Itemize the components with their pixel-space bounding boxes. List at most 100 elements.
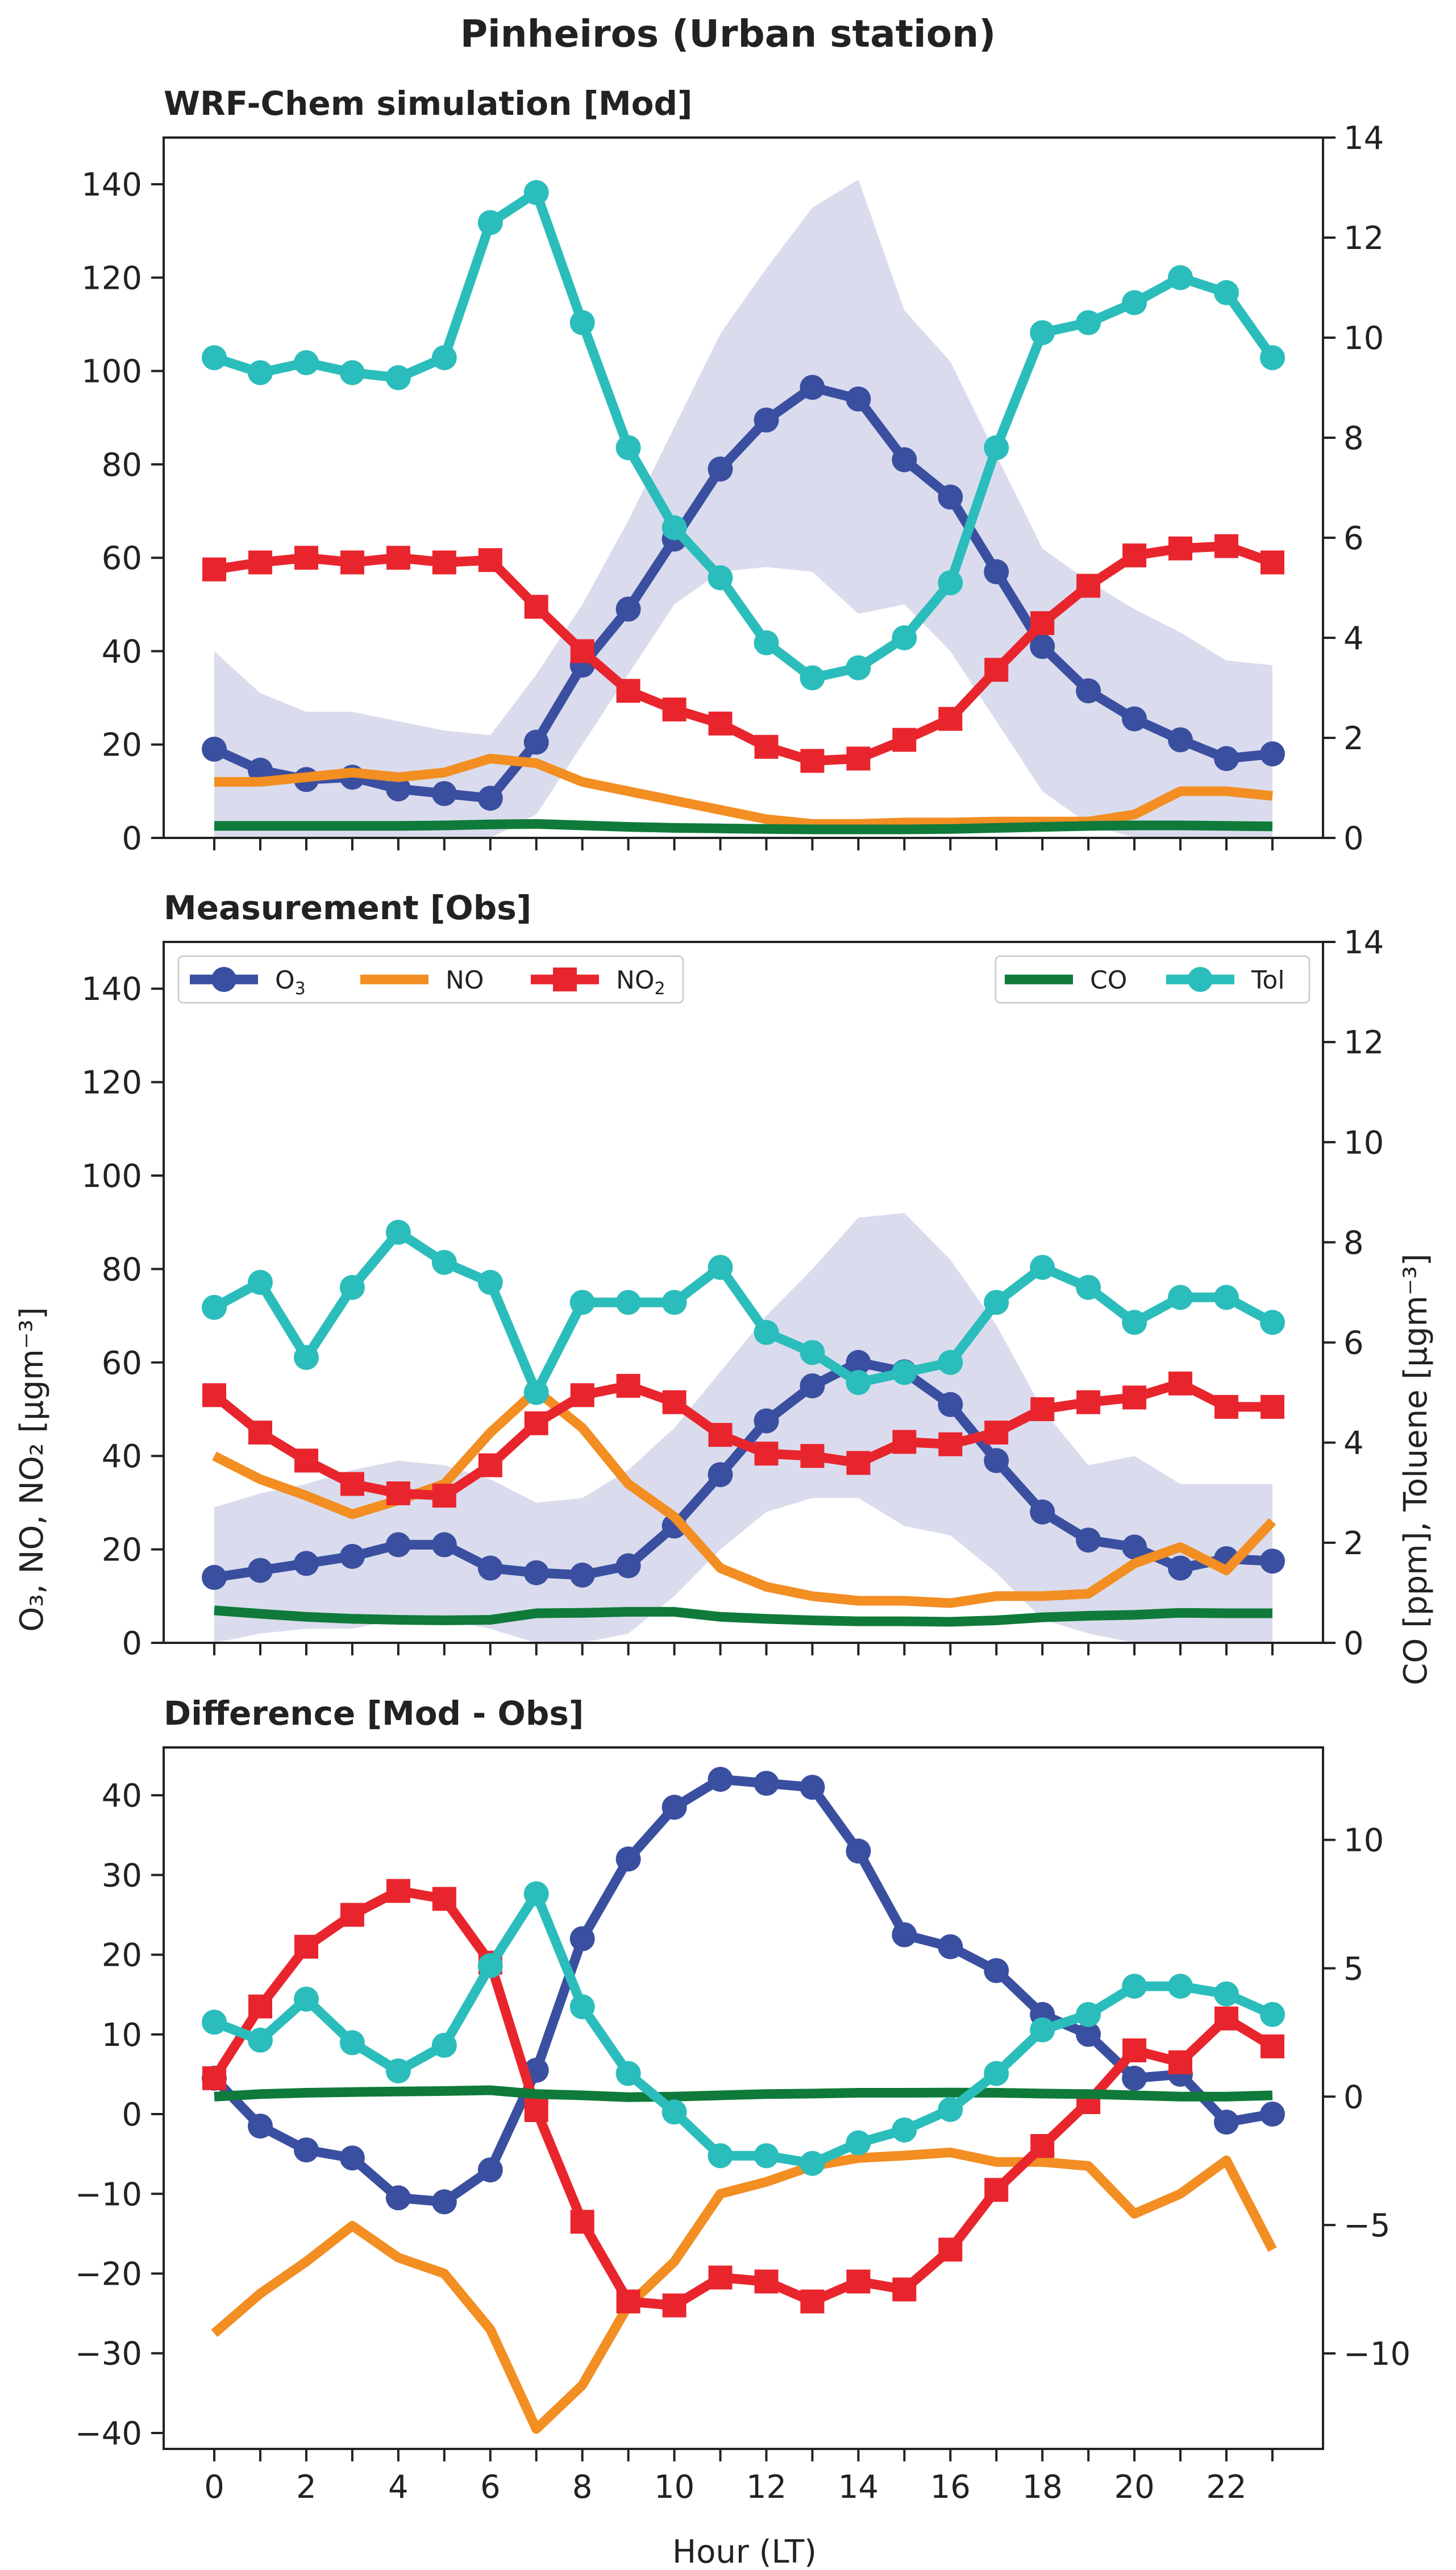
y-tick-label-right: −5 bbox=[1343, 2207, 1391, 2244]
point-tol bbox=[1030, 2017, 1055, 2042]
plot-frame bbox=[163, 941, 1324, 1644]
y-tick-label-left: 40 bbox=[102, 1438, 142, 1475]
point-o3 bbox=[800, 375, 825, 400]
point-tol bbox=[569, 1290, 595, 1315]
point-o3 bbox=[938, 1934, 963, 1959]
series-no2 bbox=[202, 1371, 1284, 1508]
point-tol bbox=[1260, 2002, 1285, 2027]
y-tick-label-left: −10 bbox=[75, 2176, 142, 2213]
y-tick-label-left: 30 bbox=[102, 1857, 142, 1894]
point-no2 bbox=[478, 1453, 502, 1477]
point-no2 bbox=[294, 546, 318, 570]
y-tick-label-right: 10 bbox=[1343, 320, 1384, 357]
point-no2 bbox=[1030, 611, 1055, 636]
x-tick-label: 20 bbox=[1114, 2469, 1154, 2506]
point-o3 bbox=[1260, 741, 1285, 767]
point-tol bbox=[523, 180, 549, 205]
point-o3 bbox=[431, 781, 457, 806]
point-o3 bbox=[800, 1775, 825, 1800]
y-tick-label-left: 100 bbox=[81, 354, 142, 391]
legend-label: CO bbox=[1090, 966, 1127, 995]
point-no2 bbox=[570, 639, 594, 663]
point-tol bbox=[339, 1274, 365, 1300]
series-tol bbox=[202, 1881, 1285, 2176]
point-tol bbox=[385, 1219, 411, 1245]
point-no2 bbox=[294, 1934, 318, 1959]
point-o3 bbox=[385, 1532, 411, 1558]
point-no2 bbox=[432, 1484, 456, 1508]
point-tol bbox=[800, 665, 825, 691]
series-tol bbox=[202, 1219, 1285, 1405]
y-tick-label-left: −20 bbox=[75, 2256, 142, 2293]
point-no2 bbox=[570, 1383, 594, 1408]
y-tick-label-right: 0 bbox=[1343, 1625, 1364, 1662]
panel-2-title: Measurement [Obs] bbox=[164, 889, 531, 927]
point-tol bbox=[248, 2027, 273, 2053]
point-o3 bbox=[615, 596, 641, 622]
plot-frame bbox=[163, 1746, 1324, 2450]
point-tol bbox=[800, 1340, 825, 1365]
y-tick-label-left: 140 bbox=[81, 167, 142, 204]
legend-swatch-marker bbox=[1188, 967, 1213, 992]
series-co bbox=[214, 819, 1273, 834]
point-o3 bbox=[1168, 1555, 1193, 1581]
point-tol bbox=[938, 2096, 963, 2122]
point-tol bbox=[846, 2130, 871, 2156]
series-co bbox=[214, 2085, 1273, 2102]
y-tick-label-right: 8 bbox=[1343, 420, 1364, 457]
point-tol bbox=[569, 1994, 595, 2020]
point-o3 bbox=[1076, 678, 1101, 704]
y-axis-label-left: O₃, NO, NO₂ [μgm⁻³] bbox=[14, 1307, 51, 1631]
y-tick-label-right: 6 bbox=[1343, 520, 1364, 557]
point-no2 bbox=[984, 1421, 1009, 1445]
point-no2 bbox=[800, 1444, 825, 1468]
series-no2 bbox=[202, 534, 1284, 773]
point-o3 bbox=[431, 1532, 457, 1558]
point-tol bbox=[615, 1290, 641, 1315]
point-o3 bbox=[984, 1958, 1009, 1983]
point-no2 bbox=[800, 749, 825, 773]
point-no2 bbox=[432, 1887, 456, 1911]
legend-item-tol: Tol bbox=[1166, 966, 1285, 995]
point-no2 bbox=[984, 2178, 1009, 2202]
point-o3 bbox=[339, 2145, 365, 2171]
point-tol bbox=[1076, 2002, 1101, 2027]
point-tol bbox=[1168, 1285, 1193, 1310]
point-tol bbox=[708, 565, 733, 591]
y-tick-label-right: 2 bbox=[1343, 720, 1364, 757]
point-no2 bbox=[662, 2293, 687, 2318]
x-axis-label: Hour (LT) bbox=[672, 2534, 817, 2570]
point-tol bbox=[662, 1290, 687, 1315]
point-tol bbox=[294, 1986, 319, 2012]
point-o3 bbox=[754, 407, 779, 433]
point-tol bbox=[477, 1953, 503, 1978]
point-no2 bbox=[662, 697, 687, 722]
point-tol bbox=[477, 1269, 503, 1295]
x-tick-label: 10 bbox=[654, 2469, 694, 2506]
point-o3 bbox=[339, 1543, 365, 1569]
point-no2 bbox=[248, 1994, 272, 2019]
point-o3 bbox=[938, 1392, 963, 1417]
point-o3 bbox=[938, 484, 963, 510]
point-no2 bbox=[1214, 534, 1238, 558]
point-tol bbox=[615, 435, 641, 460]
point-tol bbox=[385, 365, 411, 391]
series-co-line bbox=[214, 2085, 1273, 2102]
point-no2 bbox=[662, 1390, 687, 1414]
point-no2 bbox=[708, 1423, 733, 1447]
y-tick-label-right: 14 bbox=[1343, 924, 1384, 961]
panel-2: 0 20 40 60 80 100 120 140 0 2 4 6 8 10 12 14 bbox=[81, 924, 1384, 1662]
point-no2 bbox=[340, 550, 364, 575]
point-o3 bbox=[248, 1558, 273, 1583]
point-tol bbox=[1030, 320, 1055, 346]
point-no2 bbox=[1076, 574, 1101, 598]
y-tick-label-left: 120 bbox=[81, 260, 142, 297]
point-o3 bbox=[294, 1551, 319, 1576]
point-tol bbox=[202, 1294, 227, 1320]
point-no2 bbox=[340, 1903, 364, 1927]
point-o3 bbox=[477, 1555, 503, 1581]
point-o3 bbox=[477, 2157, 503, 2183]
point-tol bbox=[339, 360, 365, 385]
point-tol bbox=[800, 2150, 825, 2176]
point-no2 bbox=[892, 2277, 917, 2302]
